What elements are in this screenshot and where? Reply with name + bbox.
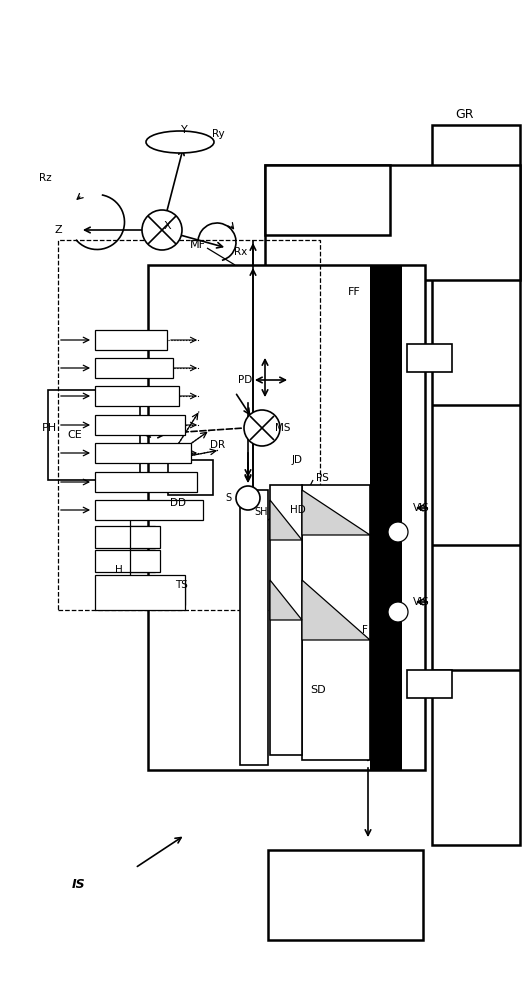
Circle shape (388, 522, 408, 542)
Polygon shape (270, 500, 302, 540)
Circle shape (244, 410, 280, 446)
Bar (270, 485, 302, 755)
Text: PD: PD (238, 375, 252, 385)
Text: Rx: Rx (234, 247, 247, 257)
Bar (95, 550, 155, 572)
Text: X: X (164, 221, 172, 231)
Bar (265, 165, 520, 280)
Ellipse shape (146, 131, 214, 153)
Bar (95, 386, 179, 406)
Circle shape (236, 486, 260, 510)
Text: TS: TS (175, 580, 188, 590)
Bar (130, 526, 160, 548)
Text: IS: IS (72, 879, 86, 892)
Bar (268, 850, 423, 940)
Text: DD: DD (170, 498, 186, 508)
Text: SD: SD (310, 685, 326, 695)
Text: F: F (362, 625, 368, 635)
Text: MS: MS (275, 423, 290, 433)
Text: S: S (226, 493, 232, 503)
Text: JD: JD (292, 455, 303, 465)
Text: PH: PH (42, 423, 57, 433)
Text: DR: DR (210, 440, 225, 450)
Text: FF: FF (348, 287, 361, 297)
Bar (95, 443, 191, 463)
Text: GR: GR (455, 108, 474, 121)
Bar (130, 550, 160, 572)
Polygon shape (270, 580, 302, 620)
Text: Ry: Ry (212, 129, 224, 139)
Text: Z: Z (54, 225, 62, 235)
Bar (48, 390, 140, 480)
Text: CE: CE (68, 430, 82, 440)
Circle shape (388, 602, 408, 622)
Bar (95, 472, 197, 492)
Bar (95, 415, 185, 435)
Bar (95, 526, 155, 548)
Bar (95, 358, 173, 378)
Text: HD: HD (290, 505, 306, 515)
Bar (370, 265, 402, 770)
Text: H: H (115, 565, 122, 575)
Circle shape (142, 210, 182, 250)
Polygon shape (302, 580, 370, 640)
Polygon shape (302, 490, 370, 535)
Text: VIS: VIS (413, 597, 430, 607)
Bar (95, 575, 185, 610)
Bar (95, 330, 167, 350)
Bar (432, 125, 520, 845)
Text: MF: MF (190, 240, 206, 250)
Text: SH: SH (254, 507, 268, 517)
Text: Rz: Rz (40, 173, 52, 183)
Bar (265, 165, 390, 235)
Text: VIS: VIS (413, 503, 430, 513)
Bar (168, 460, 213, 495)
Bar (302, 485, 370, 760)
Bar (58, 240, 320, 610)
Bar (407, 670, 452, 698)
Bar (148, 265, 425, 770)
Bar (407, 344, 452, 372)
Text: PS: PS (316, 473, 329, 483)
Text: Y: Y (181, 125, 187, 135)
Bar (240, 490, 268, 765)
Bar (95, 500, 203, 520)
